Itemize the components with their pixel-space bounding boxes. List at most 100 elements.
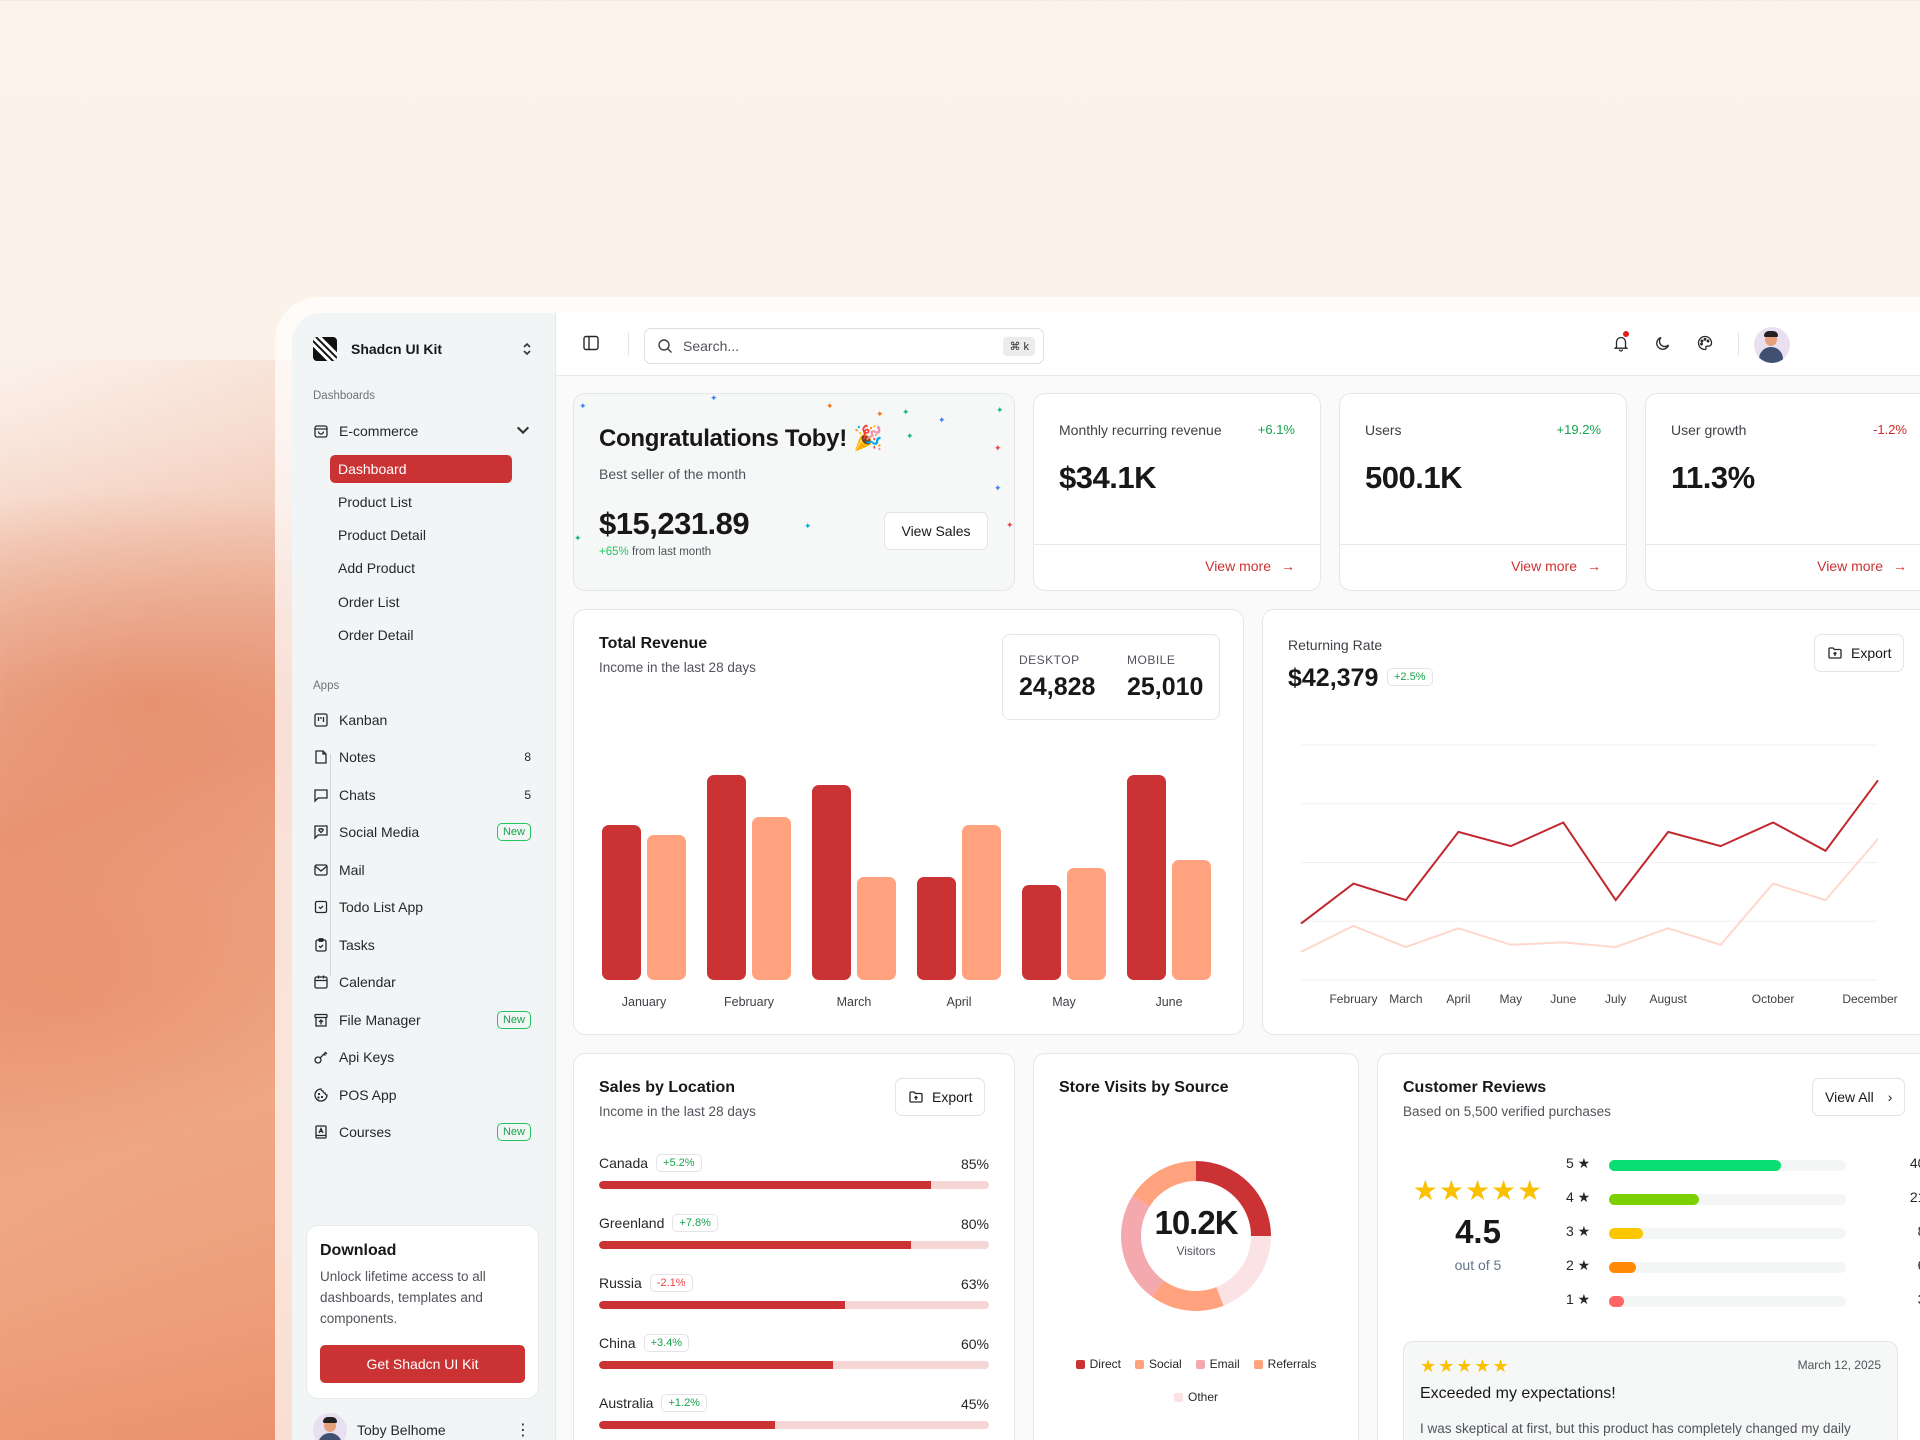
- view-more-link[interactable]: View more →: [1817, 558, 1907, 574]
- chats-count: 5: [524, 788, 531, 802]
- sidebar-subitem-order-detail[interactable]: Order Detail: [338, 627, 414, 643]
- bar-desktop[interactable]: [602, 825, 641, 980]
- view-more-link[interactable]: View more →: [1205, 558, 1295, 574]
- moon-icon[interactable]: [1654, 334, 1674, 354]
- bar-desktop[interactable]: [917, 877, 956, 980]
- sidebar-item-label: Todo List App: [339, 899, 424, 915]
- chevrons-up-down-icon: [521, 341, 533, 360]
- rating-count: 4000: [1909, 1155, 1920, 1171]
- sidebar-item-label: POS App: [339, 1087, 397, 1103]
- sidebar-item-chats[interactable]: Chats 5: [313, 780, 531, 810]
- change-badge: +5.2%: [656, 1154, 702, 1172]
- brand-name: Shadcn UI Kit: [351, 341, 443, 357]
- user-name: Toby Belhome: [357, 1422, 446, 1438]
- sidebar-toggle-icon[interactable]: [582, 334, 602, 354]
- bar-mobile[interactable]: [1067, 868, 1106, 980]
- bar-desktop[interactable]: [1127, 775, 1166, 980]
- bar-desktop[interactable]: [1022, 885, 1061, 980]
- x-axis-label: June: [1155, 995, 1183, 1009]
- dashboard-content: ✦ ✦ ✦ ✦ ✦ ✦ ✦ ✦ ✦ ✦ ✦ ✦ ✦ Congratulation…: [556, 376, 1920, 1440]
- featured-review: ★★★★★ March 12, 2025 Exceeded my expecta…: [1403, 1341, 1898, 1440]
- header-avatar[interactable]: [1754, 327, 1790, 363]
- get-kit-button[interactable]: Get Shadcn UI Kit: [320, 1345, 525, 1383]
- sidebar-item-pos-app[interactable]: POS App: [313, 1080, 531, 1110]
- bar-mobile[interactable]: [962, 825, 1001, 980]
- sidebar-item-ecommerce[interactable]: E-commerce: [313, 416, 531, 446]
- kpi-card-mrr: Monthly recurring revenue +6.1% $34.1K V…: [1033, 393, 1321, 591]
- bar-mobile[interactable]: [857, 877, 896, 980]
- bar-mobile[interactable]: [1172, 860, 1211, 980]
- x-axis-label: April: [1446, 992, 1471, 1006]
- review-text: I was skeptical at first, but this produ…: [1420, 1421, 1851, 1436]
- change-badge: +1.2%: [661, 1394, 707, 1412]
- sidebar-item-api-keys[interactable]: Api Keys: [313, 1042, 531, 1072]
- congrats-subtitle: Best seller of the month: [599, 466, 747, 482]
- sidebar-item-calendar[interactable]: Calendar: [313, 967, 531, 997]
- bar-desktop[interactable]: [812, 785, 851, 980]
- view-sales-button[interactable]: View Sales: [884, 512, 988, 550]
- returning-label: Returning Rate: [1288, 637, 1383, 653]
- card-title: Sales by Location: [599, 1079, 736, 1096]
- sidebar-item-notes[interactable]: Notes 8: [313, 742, 531, 772]
- search-input[interactable]: [683, 338, 994, 354]
- legend-item: Other: [1173, 1390, 1218, 1404]
- sidebar-subitem-dashboard[interactable]: Dashboard: [330, 455, 512, 483]
- sidebar-subitem-add-product[interactable]: Add Product: [338, 560, 416, 576]
- export-button[interactable]: Export: [1814, 634, 1905, 672]
- progress-bar: [599, 1181, 989, 1189]
- rating-label: 3 ★: [1566, 1223, 1591, 1239]
- new-badge: New: [496, 823, 531, 841]
- change-badge: +7.8%: [672, 1214, 718, 1232]
- top-header: ⌘ k: [556, 313, 1920, 376]
- bell-icon[interactable]: [1612, 331, 1632, 354]
- chevron-down-icon: [515, 422, 531, 441]
- chat-icon: [314, 789, 328, 803]
- view-more-link[interactable]: View more →: [1511, 558, 1601, 574]
- sidebar-item-courses[interactable]: Courses New: [313, 1117, 531, 1147]
- clipboard-check-icon: [315, 938, 327, 952]
- x-axis-label: August: [1649, 992, 1687, 1006]
- bar-mobile[interactable]: [647, 835, 686, 980]
- avatar: [313, 1413, 347, 1440]
- team-switcher[interactable]: Shadcn UI Kit: [313, 337, 533, 361]
- kpi-value: $34.1K: [1059, 460, 1156, 495]
- device-stats: DESKTOP 24,828 MOBILE 25,010: [1002, 634, 1220, 720]
- sidebar-item-mail[interactable]: Mail: [313, 855, 531, 885]
- card-divider: [1034, 544, 1320, 545]
- sidebar-item-file-manager[interactable]: File Manager New: [313, 1005, 531, 1035]
- sidebar-item-todo[interactable]: Todo List App: [313, 892, 531, 922]
- sidebar-item-tasks[interactable]: Tasks: [313, 930, 531, 960]
- search-icon: [658, 339, 672, 353]
- search-box[interactable]: ⌘ k: [644, 328, 1044, 364]
- sidebar-subitem-product-detail[interactable]: Product Detail: [338, 527, 426, 543]
- x-axis-label: October: [1751, 992, 1795, 1006]
- more-vertical-icon[interactable]: ⋮: [515, 1422, 531, 1439]
- export-button[interactable]: Export: [895, 1078, 986, 1116]
- kpi-label: User growth: [1671, 422, 1747, 438]
- section-label-apps: Apps: [313, 680, 340, 692]
- location-row: Canada +5.2% 85%: [599, 1154, 989, 1204]
- card-subtitle: Based on 5,500 verified purchases: [1403, 1104, 1611, 1119]
- view-all-button[interactable]: View All ›: [1812, 1078, 1906, 1116]
- kpi-card-user-growth: User growth -1.2% 11.3% View more →: [1645, 393, 1920, 591]
- country-name: Greenland: [599, 1215, 665, 1231]
- palette-icon[interactable]: [1696, 334, 1716, 354]
- sidebar-subitem-product-list[interactable]: Product List: [338, 494, 412, 510]
- congrats-title: Congratulations Toby! 🎉: [599, 425, 883, 452]
- sidebar: Shadcn UI Kit Dashboards E-commerce Dash…: [292, 313, 555, 1440]
- percent-value: 80%: [960, 1216, 989, 1232]
- bar-mobile[interactable]: [752, 817, 791, 980]
- sidebar-subitem-order-list[interactable]: Order List: [338, 594, 400, 610]
- social-icon: [314, 825, 328, 840]
- sidebar-item-kanban[interactable]: Kanban: [313, 705, 531, 735]
- progress-bar: [599, 1361, 989, 1369]
- rating-count: 800: [1871, 1223, 1920, 1239]
- archive-upload-icon: [314, 1013, 328, 1027]
- user-menu[interactable]: Toby Belhome ⋮: [313, 1413, 531, 1440]
- sidebar-item-social-media[interactable]: Social Media New: [313, 817, 531, 847]
- submenu-line: [330, 754, 331, 976]
- desktop-label: DESKTOP: [1019, 653, 1080, 667]
- change-badge: +3.4%: [643, 1334, 690, 1352]
- rating-row: 5 ★ 4000: [1566, 1154, 1920, 1174]
- bar-desktop[interactable]: [707, 775, 746, 980]
